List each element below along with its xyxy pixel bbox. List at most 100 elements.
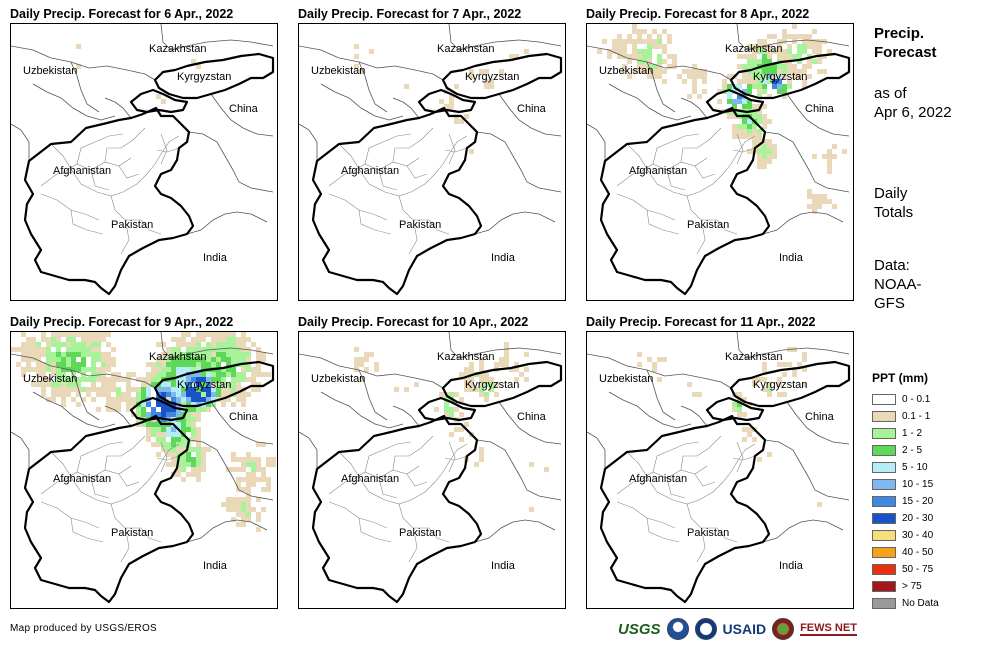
country-border <box>70 369 100 421</box>
precip-cell <box>484 372 489 377</box>
precip-cell <box>246 477 251 482</box>
precip-cell <box>737 84 742 89</box>
precip-cell <box>742 99 747 104</box>
province-border <box>666 169 686 191</box>
tajikistan-outline <box>417 396 477 422</box>
precip-cell <box>777 377 782 382</box>
kyrgyzstan-outline <box>729 52 851 100</box>
province-border <box>140 219 162 235</box>
precip-cell <box>236 512 241 517</box>
precip-cell <box>161 342 166 347</box>
precip-cell <box>196 447 201 452</box>
precip-cell <box>221 347 226 352</box>
precip-cell <box>752 377 757 382</box>
precip-cell <box>146 387 151 392</box>
precip-cell <box>176 352 181 357</box>
country-border <box>498 401 562 445</box>
precip-cell <box>26 357 31 362</box>
precip-cell <box>71 357 76 362</box>
precip-cell <box>51 332 56 337</box>
precip-cell <box>26 337 31 342</box>
precip-cell <box>146 422 151 427</box>
precip-cell <box>231 347 236 352</box>
precip-cell <box>692 392 697 397</box>
province-border <box>358 517 392 543</box>
precip-cell <box>762 89 767 94</box>
precip-cell <box>802 84 807 89</box>
precip-cell <box>191 457 196 462</box>
precip-cell <box>56 332 61 337</box>
afghanistan-provinces <box>40 135 180 221</box>
precip-cell <box>166 397 171 402</box>
precip-cell <box>51 367 56 372</box>
precip-cell <box>246 517 251 522</box>
precip-cell <box>71 397 76 402</box>
precip-cell <box>91 352 96 357</box>
legend-label: 0.1 - 1 <box>902 411 931 422</box>
precip-cell <box>642 49 647 54</box>
precip-cell <box>484 392 489 397</box>
precip-cell <box>236 397 241 402</box>
label-uzbekistan: Uzbekistan <box>311 373 365 385</box>
precip-cell <box>91 337 96 342</box>
legend-label: 15 - 20 <box>902 496 934 507</box>
precip-cell <box>479 372 484 377</box>
precip-cell <box>797 74 802 79</box>
precip-cell <box>359 69 364 74</box>
precip-cell <box>752 79 757 84</box>
precip-cell <box>206 392 211 397</box>
precip-cell <box>687 94 692 99</box>
precip-cell <box>11 347 16 352</box>
precip-cell <box>91 387 96 392</box>
precip-cell <box>797 44 802 49</box>
precip-cell <box>176 357 181 362</box>
precip-cell <box>246 352 251 357</box>
precip-cell <box>742 54 747 59</box>
precip-cell <box>86 392 91 397</box>
precip-cell <box>271 462 276 467</box>
label-pakistan: Pakistan <box>399 527 441 539</box>
precip-cell <box>226 397 231 402</box>
precip-cell <box>354 44 359 49</box>
precip-cell <box>141 402 146 407</box>
precip-cell <box>166 392 171 397</box>
province-border <box>90 477 110 499</box>
precip-cell <box>762 114 767 119</box>
precip-cell <box>742 427 747 432</box>
precip-cell <box>186 357 191 362</box>
label-china: China <box>229 411 259 423</box>
precip-cell <box>196 352 201 357</box>
precip-cell <box>782 89 787 94</box>
precip-cell <box>216 347 221 352</box>
precip-cell <box>747 59 752 64</box>
legend-item: 2 - 5 <box>872 442 972 459</box>
precip-cell <box>469 149 474 154</box>
precip-cell <box>216 337 221 342</box>
precip-cell <box>146 432 151 437</box>
province-border <box>428 219 450 235</box>
precip-cell <box>181 397 186 402</box>
precip-cell <box>161 427 166 432</box>
asof-line-1: as of <box>874 85 907 102</box>
precip-cell <box>61 352 66 357</box>
country-border <box>608 391 692 429</box>
precip-cell <box>226 367 231 372</box>
precip-cell <box>41 382 46 387</box>
country-border <box>764 439 850 501</box>
province-border <box>616 501 676 529</box>
precip-cell <box>637 64 642 69</box>
precip-cell <box>762 377 767 382</box>
precip-cell <box>256 387 261 392</box>
precip-cell <box>91 372 96 377</box>
precip-cell <box>647 44 652 49</box>
precip-cell <box>647 59 652 64</box>
precip-cell <box>364 367 369 372</box>
precip-cell <box>617 49 622 54</box>
precip-cell <box>256 457 261 462</box>
province-border <box>120 535 130 563</box>
precip-cell <box>717 89 722 94</box>
precip-cell <box>827 49 832 54</box>
precip-cell <box>221 332 226 337</box>
precip-cell <box>637 69 642 74</box>
precip-cell <box>241 497 246 502</box>
